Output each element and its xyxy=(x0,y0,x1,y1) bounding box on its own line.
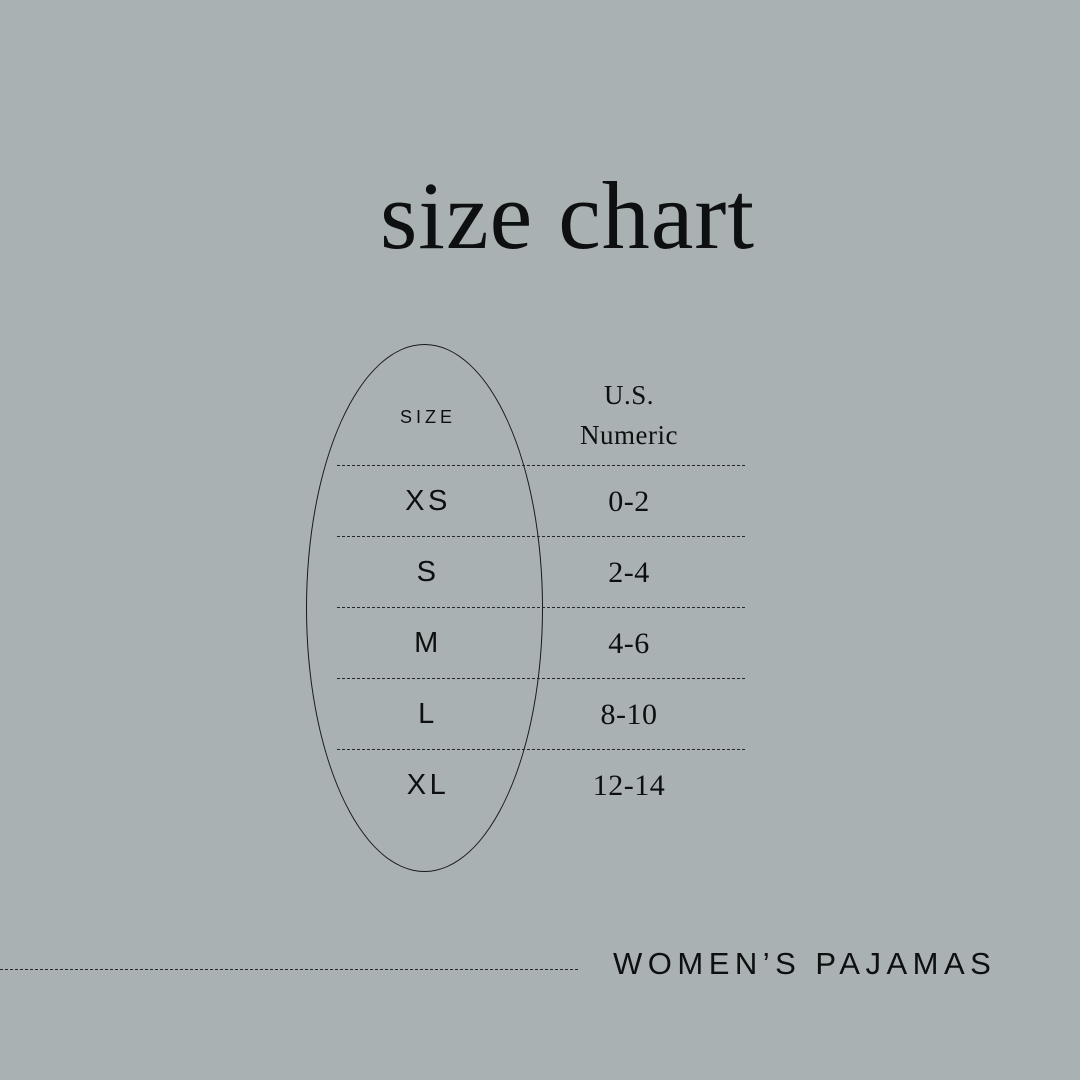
column-header-size: Size xyxy=(399,401,456,429)
row-divider-rule xyxy=(337,749,745,750)
row-divider-rule xyxy=(337,536,745,537)
cell-size: XS xyxy=(405,485,451,517)
cell-us-numeric: 0-2 xyxy=(608,484,650,518)
cell-us-numeric: 8-10 xyxy=(600,697,658,731)
size-chart-table: Size U.S. Numeric XS 0-2 S 2-4 M 4-6 L 8… xyxy=(337,365,745,821)
table-row: S 2-4 xyxy=(337,537,745,608)
oval-outline-decoration xyxy=(306,344,543,872)
table-row: XS 0-2 xyxy=(337,466,745,537)
column-header-us-numeric-line2: Numeric xyxy=(580,419,678,450)
header-divider-rule xyxy=(337,465,745,466)
cell-us-numeric: 2-4 xyxy=(608,555,650,589)
table-row: L 8-10 xyxy=(337,679,745,750)
cell-size: M xyxy=(414,627,442,659)
footer-label: WOMEN’S PAJAMAS xyxy=(613,946,997,981)
cell-us-numeric: 12-14 xyxy=(592,768,666,802)
cell-us-numeric: 4-6 xyxy=(608,626,650,660)
table-row: M 4-6 xyxy=(337,608,745,679)
column-header-us-numeric-line1: U.S. xyxy=(603,380,654,411)
footer-divider-rule xyxy=(0,969,578,970)
table-row: XL 12-14 xyxy=(337,750,745,821)
cell-size: XL xyxy=(406,769,450,801)
column-header-us-numeric: U.S. Numeric xyxy=(513,376,745,454)
page-title: size chart xyxy=(379,162,756,269)
row-divider-rule xyxy=(337,607,745,608)
row-divider-rule xyxy=(337,678,745,679)
table-header-row: Size U.S. Numeric xyxy=(337,365,745,466)
cell-size: S xyxy=(416,556,440,588)
cell-size: L xyxy=(418,698,438,730)
